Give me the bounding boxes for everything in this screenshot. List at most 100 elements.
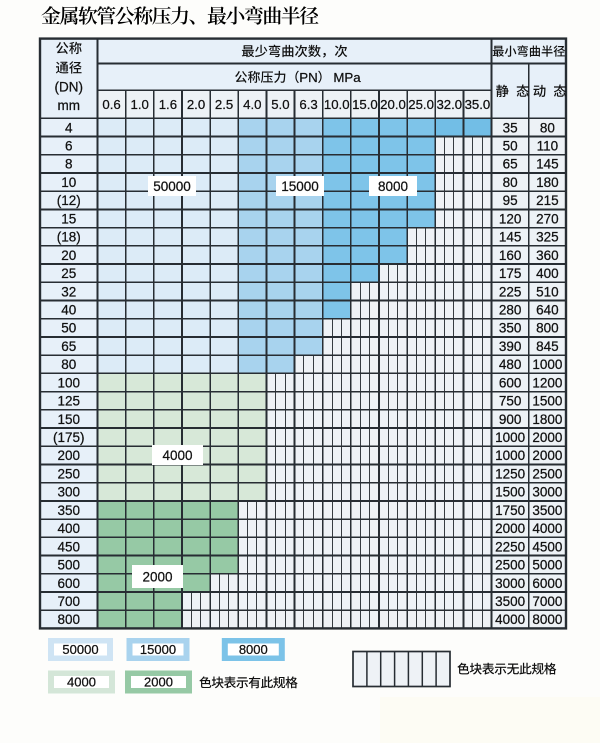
- svg-text:350: 350: [58, 503, 81, 518]
- svg-text:845: 845: [536, 339, 559, 354]
- svg-text:640: 640: [536, 303, 559, 318]
- svg-text:(12): (12): [57, 193, 81, 208]
- svg-text:2.5: 2.5: [215, 97, 233, 112]
- svg-text:480: 480: [499, 357, 522, 372]
- svg-text:15: 15: [61, 211, 76, 226]
- svg-text:1500: 1500: [495, 485, 525, 500]
- svg-text:1000: 1000: [495, 448, 525, 463]
- svg-text:2000: 2000: [495, 521, 525, 536]
- svg-text:40: 40: [61, 303, 76, 318]
- svg-text:200: 200: [58, 448, 81, 463]
- svg-text:900: 900: [499, 412, 522, 427]
- svg-text:8000: 8000: [239, 642, 268, 657]
- svg-text:800: 800: [58, 612, 81, 627]
- svg-text:20: 20: [61, 248, 76, 263]
- svg-text:1000: 1000: [532, 357, 562, 372]
- svg-text:3500: 3500: [532, 503, 562, 518]
- svg-text:2500: 2500: [532, 466, 562, 481]
- svg-text:510: 510: [536, 284, 559, 299]
- svg-text:0.6: 0.6: [102, 97, 120, 112]
- svg-text:150: 150: [58, 412, 81, 427]
- svg-text:125: 125: [58, 394, 81, 409]
- svg-text:4000: 4000: [162, 448, 192, 463]
- svg-text:15.0: 15.0: [352, 97, 378, 112]
- svg-text:80: 80: [61, 357, 76, 372]
- svg-text:6000: 6000: [532, 576, 562, 591]
- svg-text:145: 145: [499, 230, 522, 245]
- svg-text:600: 600: [499, 375, 522, 390]
- svg-text:215: 215: [536, 193, 559, 208]
- svg-text:1.0: 1.0: [131, 97, 149, 112]
- svg-text:1000: 1000: [495, 430, 525, 445]
- svg-text:80: 80: [540, 120, 555, 135]
- svg-text:10: 10: [61, 175, 76, 190]
- svg-text:120: 120: [499, 211, 522, 226]
- svg-text:2000: 2000: [142, 569, 172, 584]
- svg-text:225: 225: [499, 284, 522, 299]
- svg-text:80: 80: [503, 175, 518, 190]
- svg-text:5000: 5000: [532, 558, 562, 573]
- svg-text:10.0: 10.0: [324, 97, 350, 112]
- svg-text:PN: PN: [299, 70, 317, 85]
- svg-text:350: 350: [499, 321, 522, 336]
- svg-text:(18): (18): [57, 230, 81, 245]
- svg-text:2000: 2000: [532, 448, 562, 463]
- svg-text:175: 175: [499, 266, 522, 281]
- svg-text:6.3: 6.3: [299, 97, 317, 112]
- svg-text:1200: 1200: [532, 375, 562, 390]
- svg-text:390: 390: [499, 339, 522, 354]
- svg-text:3500: 3500: [495, 594, 525, 609]
- svg-text:mm: mm: [58, 98, 81, 113]
- svg-text:800: 800: [536, 321, 559, 336]
- svg-text:4000: 4000: [67, 675, 96, 690]
- svg-text:160: 160: [499, 248, 522, 263]
- svg-text:8000: 8000: [532, 612, 562, 627]
- svg-text:15000: 15000: [281, 179, 319, 194]
- svg-text:2.0: 2.0: [187, 97, 205, 112]
- svg-text:35.0: 35.0: [465, 97, 491, 112]
- svg-text:600: 600: [58, 576, 81, 591]
- svg-text:32: 32: [61, 284, 76, 299]
- svg-text:2500: 2500: [495, 558, 525, 573]
- svg-text:100: 100: [58, 375, 81, 390]
- svg-text:8000: 8000: [378, 179, 408, 194]
- svg-text:95: 95: [503, 193, 518, 208]
- svg-text:3000: 3000: [532, 485, 562, 500]
- svg-text:50000: 50000: [62, 642, 98, 657]
- svg-text:2000: 2000: [532, 430, 562, 445]
- svg-text:1250: 1250: [495, 466, 525, 481]
- svg-text:32.0: 32.0: [436, 97, 462, 112]
- svg-text:110: 110: [537, 139, 559, 154]
- svg-text:65: 65: [61, 339, 76, 354]
- svg-text:50: 50: [503, 139, 518, 154]
- svg-text:4.0: 4.0: [243, 97, 261, 112]
- svg-text:35: 35: [503, 120, 518, 135]
- svg-text:750: 750: [499, 394, 522, 409]
- svg-text:MPa: MPa: [333, 70, 361, 85]
- svg-text:2250: 2250: [495, 539, 525, 554]
- svg-text:1.6: 1.6: [159, 97, 177, 112]
- svg-text:6: 6: [65, 139, 73, 154]
- svg-text:5.0: 5.0: [271, 97, 289, 112]
- svg-text:4: 4: [65, 120, 73, 135]
- svg-text:180: 180: [536, 175, 559, 190]
- svg-text:145: 145: [536, 157, 559, 172]
- svg-text:(175): (175): [53, 430, 85, 445]
- svg-text:360: 360: [536, 248, 559, 263]
- svg-text:280: 280: [499, 303, 522, 318]
- svg-text:270: 270: [536, 211, 559, 226]
- svg-text:15000: 15000: [140, 642, 176, 657]
- svg-text:4500: 4500: [532, 539, 562, 554]
- svg-text:65: 65: [503, 157, 518, 172]
- svg-text:25: 25: [61, 266, 76, 281]
- svg-text:7000: 7000: [532, 594, 562, 609]
- svg-text:50: 50: [61, 321, 76, 336]
- svg-text:1750: 1750: [495, 503, 525, 518]
- svg-text:400: 400: [536, 266, 559, 281]
- svg-text:400: 400: [58, 521, 81, 536]
- svg-text:20.0: 20.0: [380, 97, 406, 112]
- svg-text:3000: 3000: [495, 576, 525, 591]
- svg-text:325: 325: [536, 230, 559, 245]
- svg-text:250: 250: [58, 466, 81, 481]
- svg-text:50000: 50000: [153, 179, 191, 194]
